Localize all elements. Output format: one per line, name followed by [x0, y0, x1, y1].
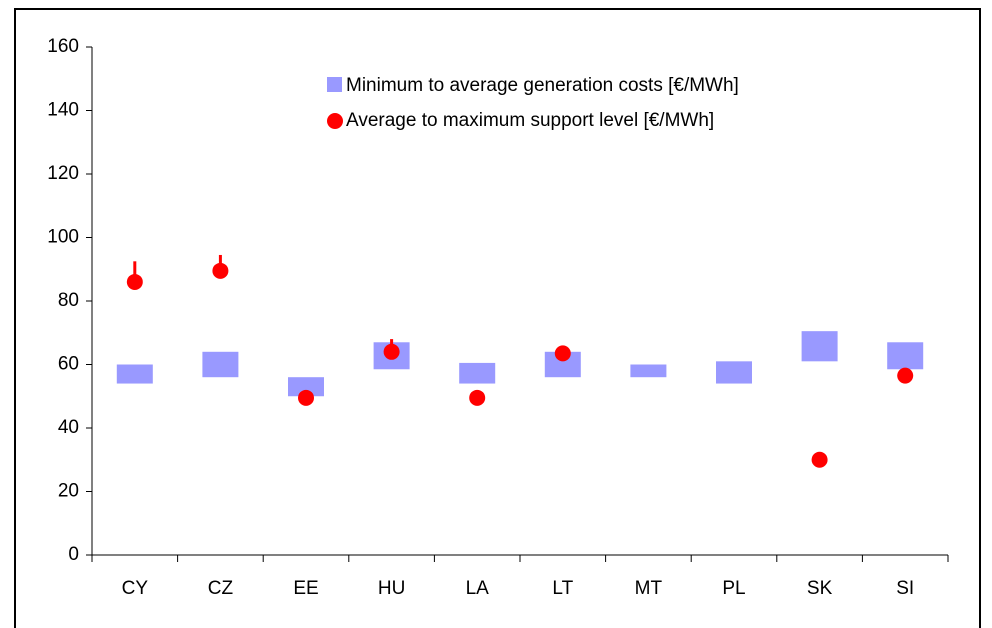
x-tick-label: CY: [122, 578, 149, 599]
support-dot: [126, 273, 143, 290]
y-tick-label: 100: [47, 227, 79, 248]
y-tick-label: 60: [58, 354, 79, 375]
x-tick-label: SI: [896, 578, 914, 599]
support-dot: [383, 343, 400, 360]
y-tick-label: 0: [68, 544, 79, 565]
range-bar: [887, 342, 924, 370]
range-bar: [801, 331, 838, 362]
support-dot: [811, 451, 828, 468]
range-bar: [716, 361, 752, 384]
x-tick-label: SK: [807, 578, 833, 599]
range-bar: [630, 364, 667, 378]
y-tick-label: 20: [58, 481, 79, 502]
y-tick-label: 140: [47, 100, 79, 121]
x-tick-label: LT: [552, 578, 573, 599]
y-tick-label: 40: [58, 417, 79, 438]
y-tick-label: 80: [58, 290, 79, 311]
y-tick-label: 120: [47, 163, 79, 184]
legend-label: Minimum to average generation costs [€/M…: [346, 75, 739, 96]
y-tick-label: 160: [47, 36, 79, 57]
legend-swatch: [327, 77, 342, 92]
x-tick-label: LA: [466, 578, 490, 599]
support-dot: [554, 345, 571, 362]
x-tick-label: CZ: [208, 578, 234, 599]
x-tick-label: EE: [293, 578, 318, 599]
legend-label: Average to maximum support level [€/MWh]: [346, 110, 714, 131]
range-bar: [116, 364, 153, 384]
x-tick-label: PL: [722, 578, 745, 599]
support-dot: [298, 389, 314, 406]
chart-border: [14, 8, 981, 628]
range-bar: [202, 351, 239, 378]
range-bar: [459, 362, 496, 384]
x-tick-label: MT: [635, 578, 663, 599]
support-dot: [897, 367, 914, 384]
support-dot: [212, 262, 229, 279]
support-dot: [469, 389, 486, 406]
x-tick-label: HU: [378, 578, 405, 599]
range-bar: [288, 377, 324, 397]
legend-swatch: [327, 113, 343, 129]
